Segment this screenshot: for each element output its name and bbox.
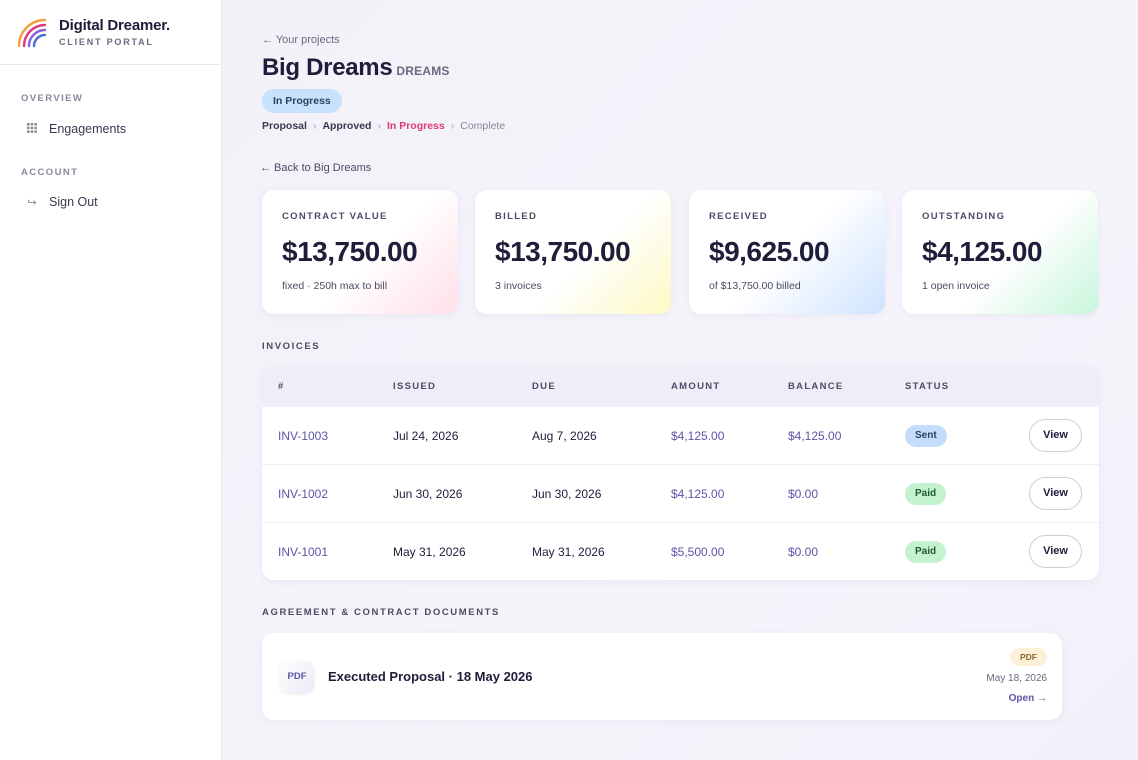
table-header: # ISSUED DUE AMOUNT BALANCE STATUS xyxy=(262,366,1099,406)
stat-note: fixed · 250h max to bill xyxy=(282,280,388,292)
amount: $4,125.00 xyxy=(671,429,725,443)
status-badge: In Progress xyxy=(262,89,342,113)
chevron-right-icon: › xyxy=(312,120,317,132)
stat-label: BILLED xyxy=(495,211,538,222)
stat-card-contract-value: CONTRACT VALUE $13,750.00 fixed · 250h m… xyxy=(262,190,458,314)
sidebar-item-sign-out[interactable]: ↪ Sign Out xyxy=(0,195,98,209)
stat-note: 1 open invoice xyxy=(922,280,990,292)
issued-date: Jul 24, 2026 xyxy=(393,429,459,443)
table-row: INV-1003 Jul 24, 2026 Aug 7, 2026 $4,125… xyxy=(262,406,1099,464)
amount: $4,125.00 xyxy=(671,487,725,501)
sidebar-section-overview: OVERVIEW xyxy=(21,93,84,104)
column-header: # xyxy=(278,381,285,392)
invoices-table: # ISSUED DUE AMOUNT BALANCE STATUS INV-1… xyxy=(262,366,1099,580)
amount: $5,500.00 xyxy=(671,545,725,559)
stat-label: OUTSTANDING xyxy=(922,211,1006,222)
balance: $0.00 xyxy=(788,545,819,559)
back-to-projects-link[interactable]: ← Your projects xyxy=(262,34,340,46)
stat-value: $4,125.00 xyxy=(922,236,1043,267)
invoice-number-link[interactable]: INV-1001 xyxy=(278,545,329,559)
brand-subtitle: CLIENT PORTAL xyxy=(59,37,154,47)
invoice-number-link[interactable]: INV-1003 xyxy=(278,429,329,443)
stat-card-billed: BILLED $13,750.00 3 invoices xyxy=(475,190,671,314)
stage-progress: Proposal › Approved › In Progress › Comp… xyxy=(262,120,505,132)
stage-complete: Complete xyxy=(460,120,506,132)
balance: $0.00 xyxy=(788,487,819,501)
main-content: ← Your projects Big Dreams DREAMS In Prog… xyxy=(223,0,1138,760)
sidebar-item-engagements[interactable]: Engagements xyxy=(0,122,126,136)
issued-date: Jun 30, 2026 xyxy=(393,487,463,501)
view-invoice-button[interactable]: View xyxy=(1029,477,1082,510)
column-header: ISSUED xyxy=(393,381,437,392)
sidebar-item-label: Engagements xyxy=(49,122,127,136)
table-row: INV-1001 May 31, 2026 May 31, 2026 $5,50… xyxy=(262,522,1099,580)
status-badge: Sent xyxy=(905,425,947,447)
balance: $4,125.00 xyxy=(788,429,842,443)
sidebar-item-label: Sign Out xyxy=(49,195,98,209)
status-badge: Paid xyxy=(905,541,947,563)
pdf-file-icon: PDF xyxy=(280,661,314,693)
column-header: STATUS xyxy=(905,381,950,392)
stat-value: $9,625.00 xyxy=(709,236,830,267)
stat-label: CONTRACT VALUE xyxy=(282,211,388,222)
status-badge: Paid xyxy=(905,483,947,505)
stat-label: RECEIVED xyxy=(709,211,768,222)
invoices-heading: INVOICES xyxy=(262,341,321,352)
document-item[interactable]: PDF Executed Proposal · 18 May 2026 PDF … xyxy=(262,633,1062,720)
file-type-badge: PDF xyxy=(1010,648,1047,666)
view-invoice-button[interactable]: View xyxy=(1029,535,1082,568)
open-document-link[interactable]: Open → xyxy=(1008,693,1047,704)
page-title: Big Dreams DREAMS xyxy=(262,54,450,82)
column-header: DUE xyxy=(532,381,556,392)
due-date: Jun 30, 2026 xyxy=(532,487,602,501)
chevron-right-icon: › xyxy=(377,120,381,132)
stage-in-progress: In Progress xyxy=(386,120,445,132)
brand-name: Digital Dreamer. xyxy=(59,17,171,34)
document-date: May 18, 2026 xyxy=(986,673,1047,684)
stat-value: $13,750.00 xyxy=(495,236,631,267)
grid-icon xyxy=(25,122,39,136)
column-header: AMOUNT xyxy=(671,381,721,392)
chevron-right-icon: › xyxy=(450,120,455,132)
stage-proposal: Proposal xyxy=(262,120,307,132)
due-date: Aug 7, 2026 xyxy=(532,429,597,443)
document-title: Executed Proposal · 18 May 2026 xyxy=(328,669,533,684)
stat-note: 3 invoices xyxy=(495,280,542,292)
column-header: BALANCE xyxy=(788,381,844,392)
sidebar: Digital Dreamer. CLIENT PORTAL OVERVIEW … xyxy=(0,0,222,760)
due-date: May 31, 2026 xyxy=(532,545,605,559)
back-to-project-link[interactable]: ← Back to Big Dreams xyxy=(260,162,372,174)
documents-heading: AGREEMENT & CONTRACT DOCUMENTS xyxy=(262,607,500,618)
issued-date: May 31, 2026 xyxy=(393,545,466,559)
project-code: DREAMS xyxy=(396,64,450,78)
table-row: INV-1002 Jun 30, 2026 Jun 30, 2026 $4,12… xyxy=(262,464,1099,522)
view-invoice-button[interactable]: View xyxy=(1029,419,1082,452)
stat-card-outstanding: OUTSTANDING $4,125.00 1 open invoice xyxy=(902,190,1098,314)
project-title: Big Dreams xyxy=(262,54,393,81)
stage-approved: Approved xyxy=(322,120,372,132)
sidebar-section-account: ACCOUNT xyxy=(21,167,79,178)
stat-card-received: RECEIVED $9,625.00 of $13,750.00 billed xyxy=(689,190,885,314)
invoice-number-link[interactable]: INV-1002 xyxy=(278,487,329,501)
stat-note: of $13,750.00 billed xyxy=(709,280,801,292)
stat-value: $13,750.00 xyxy=(282,236,418,267)
rainbow-logo-icon xyxy=(17,18,47,48)
sign-out-icon: ↪ xyxy=(27,196,37,209)
brand-header: Digital Dreamer. CLIENT PORTAL xyxy=(0,0,221,65)
